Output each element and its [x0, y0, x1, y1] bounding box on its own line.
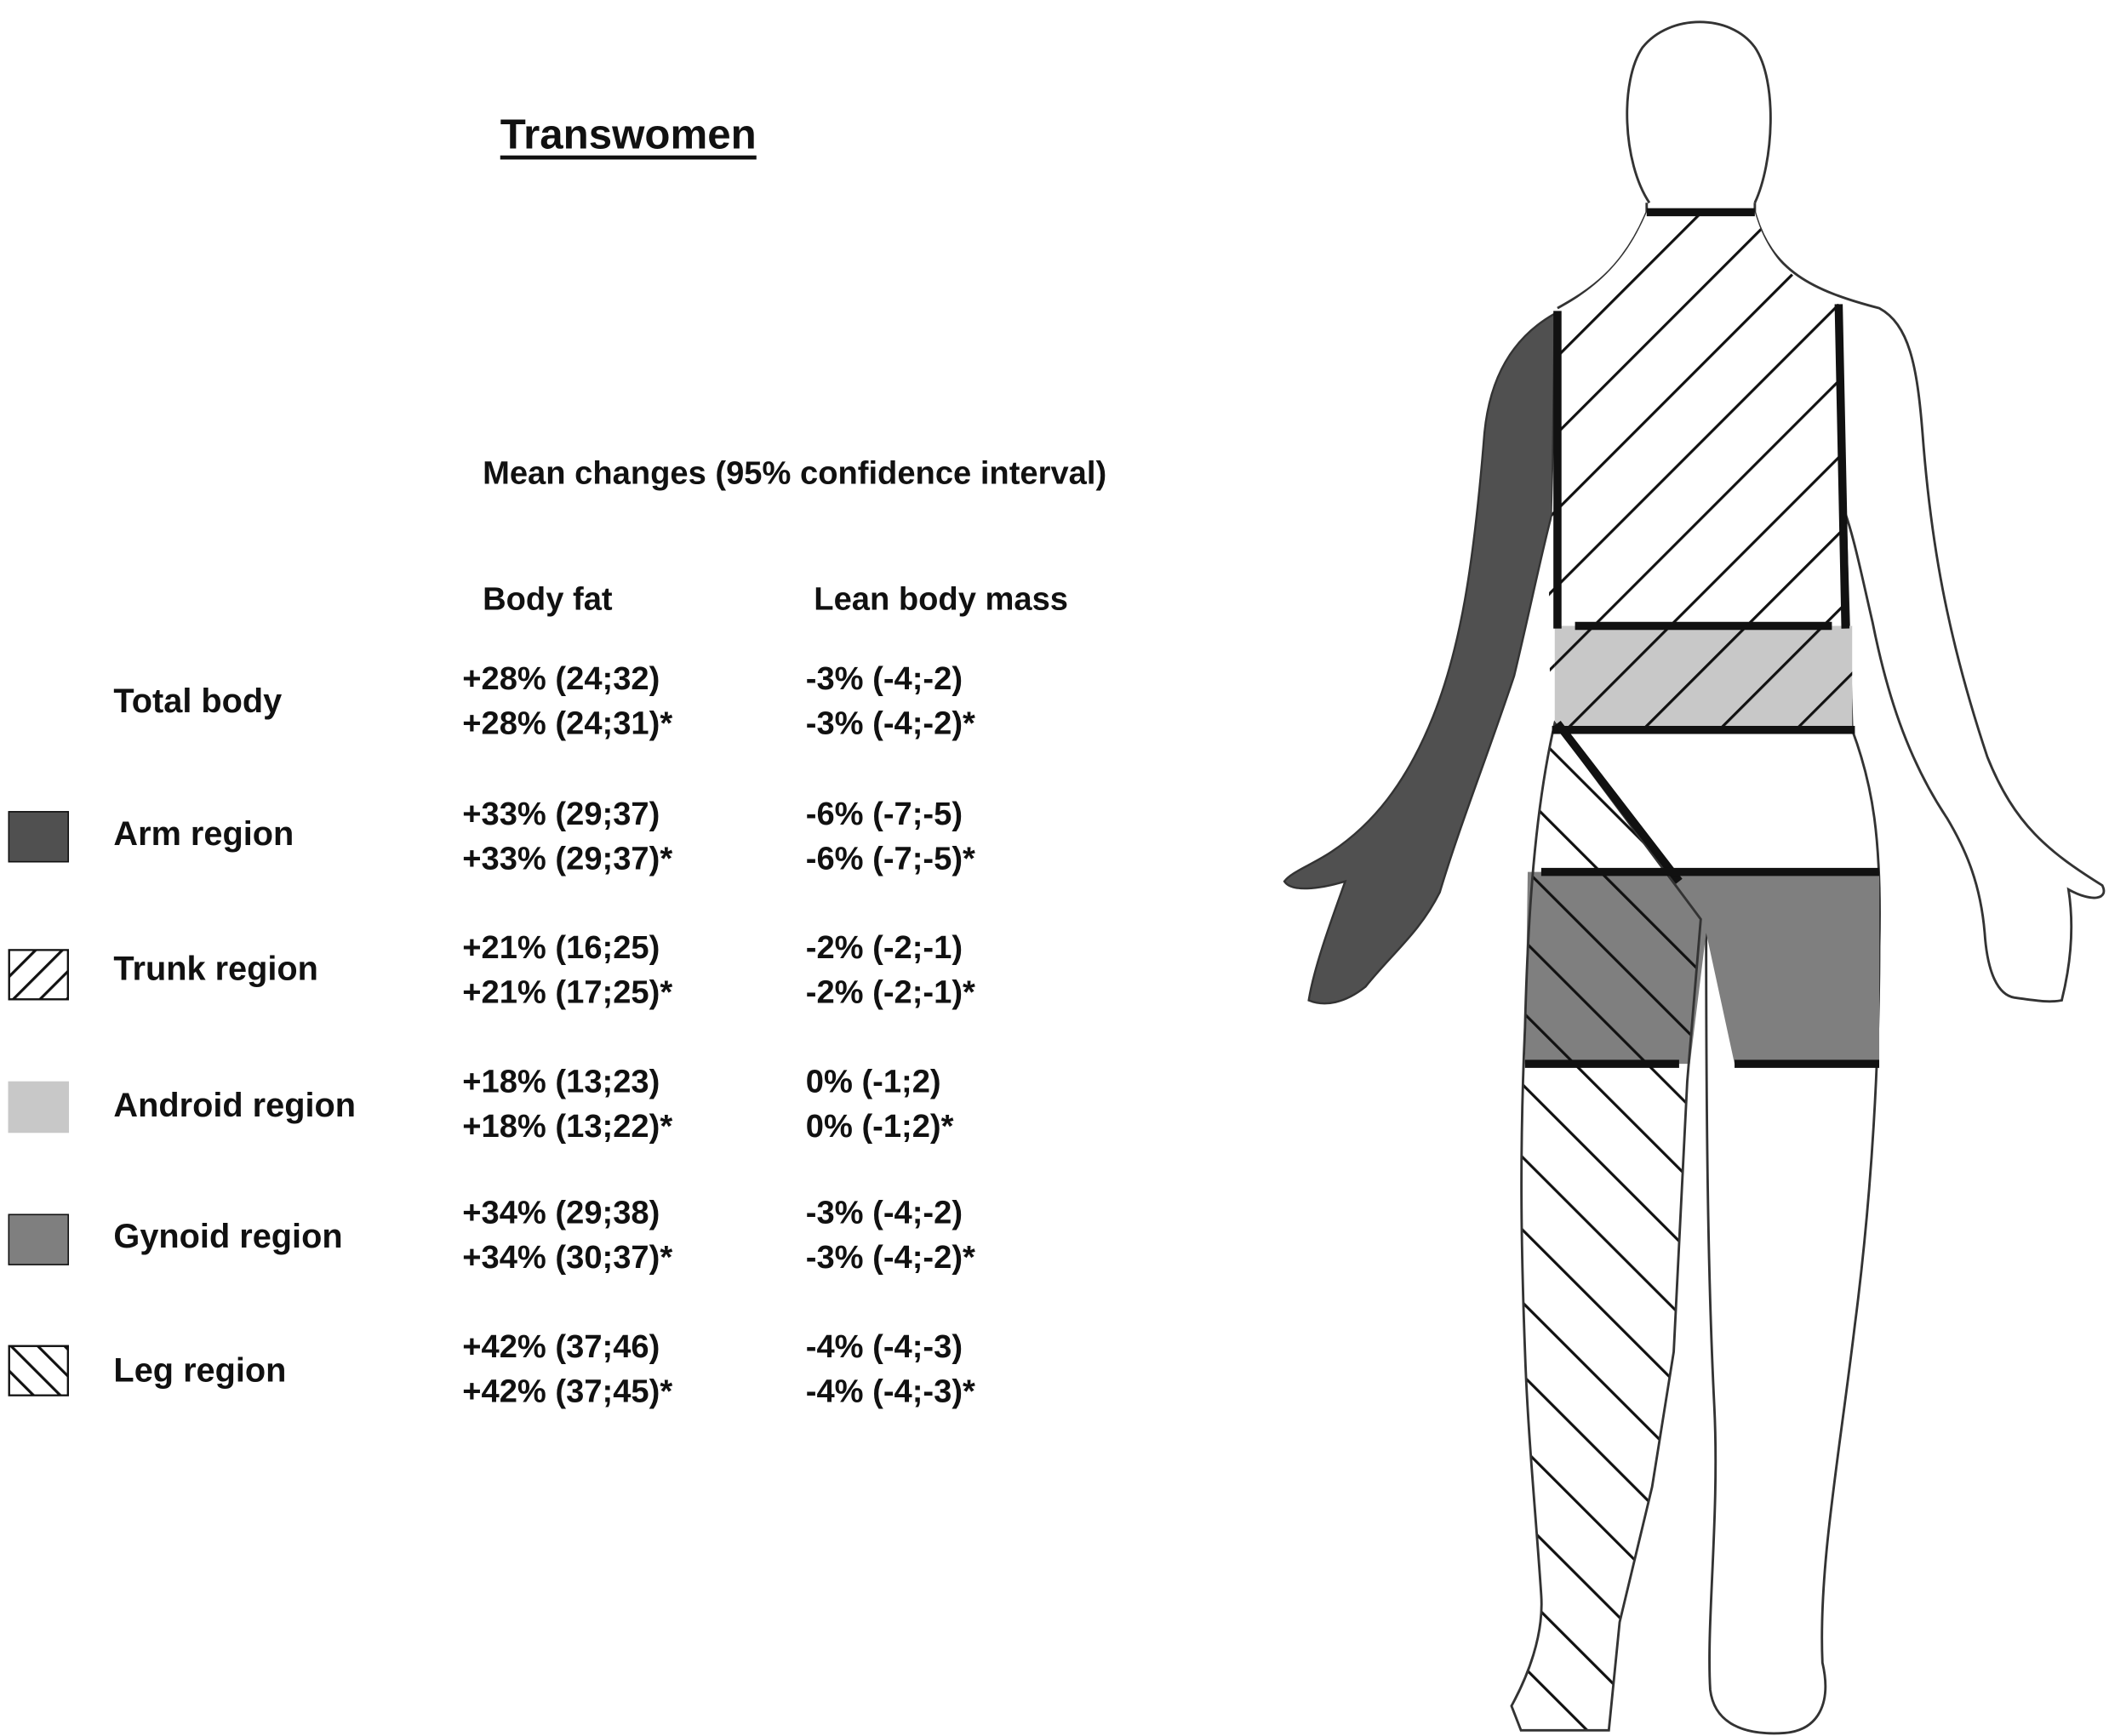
- leg-swatch: [8, 1345, 70, 1396]
- value-adjusted: -3% (-4;-2)*: [805, 1239, 975, 1276]
- value-adjusted: +28% (24;31)*: [462, 705, 673, 743]
- value: +33% (29;37): [462, 796, 660, 833]
- value-adjusted: -4% (-4;-3)*: [805, 1373, 975, 1410]
- value-adjusted: +42% (37;45)*: [462, 1373, 673, 1410]
- value: 0% (-1;2): [805, 1064, 941, 1101]
- total-lean-mass: -3% (-4;-2) -3% (-4;-2)*: [806, 657, 975, 746]
- value: +28% (24;32): [462, 660, 660, 698]
- gynoid-lean-mass: -3% (-4;-2) -3% (-4;-2)*: [806, 1191, 975, 1280]
- value: +42% (37;46): [462, 1328, 660, 1366]
- value-adjusted: +18% (13;22)*: [462, 1108, 673, 1145]
- value: -3% (-4;-2): [805, 1195, 963, 1232]
- row-label-arm: Arm region: [113, 814, 294, 854]
- row-label-gynoid: Gynoid region: [113, 1218, 343, 1256]
- header-lean-body-mass: Lean body mass: [814, 581, 1069, 618]
- row-label-total-body: Total body: [113, 682, 283, 721]
- subtitle: Mean changes (95% confidence interval): [483, 455, 1107, 493]
- gynoid-body-fat: +34% (29;38) +34% (30;37)*: [462, 1191, 672, 1280]
- value: -2% (-2;-1): [805, 929, 963, 967]
- android-hatch: [1554, 625, 1853, 730]
- trunk-body-fat: +21% (16;25) +21% (17;25)*: [462, 926, 672, 1015]
- value-adjusted: +34% (30;37)*: [462, 1239, 673, 1276]
- value: -3% (-4;-2): [805, 660, 963, 698]
- body-outline: [1557, 20, 2106, 1735]
- leg-lean-mass: -4% (-4;-3) -4% (-4;-3)*: [806, 1325, 975, 1414]
- trunk-lean-mass: -2% (-2;-1) -2% (-2;-1)*: [806, 926, 975, 1015]
- arm-lean-mass: -6% (-7;-5) -6% (-7;-5)*: [806, 792, 975, 882]
- arm-region: [1283, 311, 1556, 1005]
- leg-region: [1510, 720, 1702, 1732]
- value: +18% (13;23): [462, 1064, 660, 1101]
- value-adjusted: +21% (17;25)*: [462, 974, 673, 1012]
- value: -6% (-7;-5): [805, 796, 963, 833]
- value-adjusted: -2% (-2;-1)*: [805, 974, 975, 1012]
- trunk-swatch: [8, 949, 70, 1001]
- trunk-hatch: [1547, 212, 1853, 730]
- region-boundaries: [1524, 208, 1880, 1068]
- row-label-android: Android region: [113, 1087, 357, 1125]
- android-body-fat: +18% (13;23) +18% (13;22)*: [462, 1059, 672, 1149]
- figure-title: Transwomen: [500, 111, 757, 158]
- total-body-fat: +28% (24;32) +28% (24;31)*: [462, 657, 672, 746]
- value-adjusted: -3% (-4;-2)*: [805, 705, 975, 743]
- arm-body-fat: +33% (29;37) +33% (29;37)*: [462, 792, 672, 882]
- value: -4% (-4;-3): [805, 1328, 963, 1366]
- header-body-fat: Body fat: [483, 581, 613, 618]
- value: +21% (16;25): [462, 929, 660, 967]
- row-label-trunk: Trunk region: [113, 950, 318, 989]
- gynoid-swatch: [8, 1213, 70, 1265]
- value-adjusted: 0% (-1;2)*: [805, 1108, 954, 1145]
- android-lean-mass: 0% (-1;2) 0% (-1;2)*: [806, 1059, 954, 1149]
- value-adjusted: -6% (-7;-5)*: [805, 841, 975, 877]
- leg-body-fat: +42% (37;46) +42% (37;45)*: [462, 1325, 672, 1414]
- arm-swatch: [8, 811, 70, 863]
- row-label-leg: Leg region: [113, 1351, 287, 1390]
- value: +34% (29;38): [462, 1195, 660, 1232]
- value-adjusted: +33% (29;37)*: [462, 841, 673, 877]
- android-swatch: [8, 1081, 70, 1134]
